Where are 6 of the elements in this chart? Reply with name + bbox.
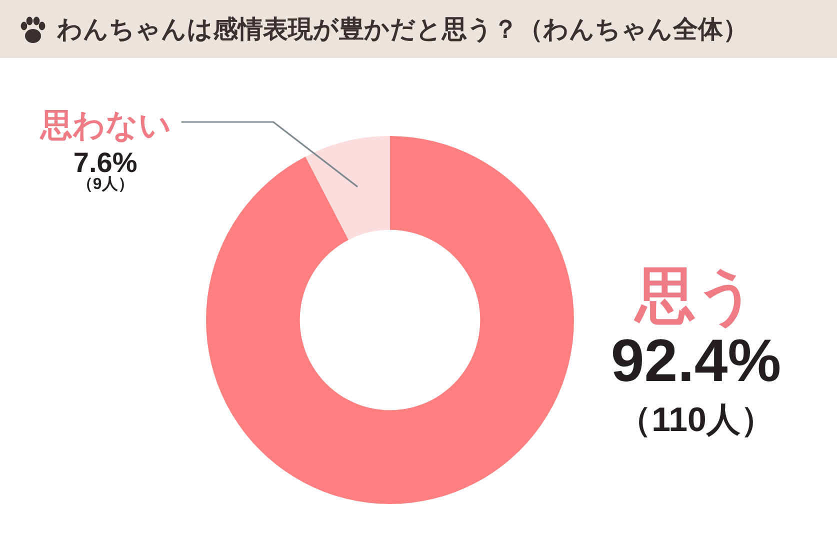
value-label: 92.4% <box>610 327 782 394</box>
title: わんちゃんは感情表現が豊かだと思う？（わんちゃん全体） <box>57 16 748 44</box>
annotation: （110人） <box>618 401 774 439</box>
category-label: 思う <box>636 262 756 329</box>
category-label: 思わない <box>40 107 172 143</box>
annotation: （9人） <box>76 176 134 193</box>
